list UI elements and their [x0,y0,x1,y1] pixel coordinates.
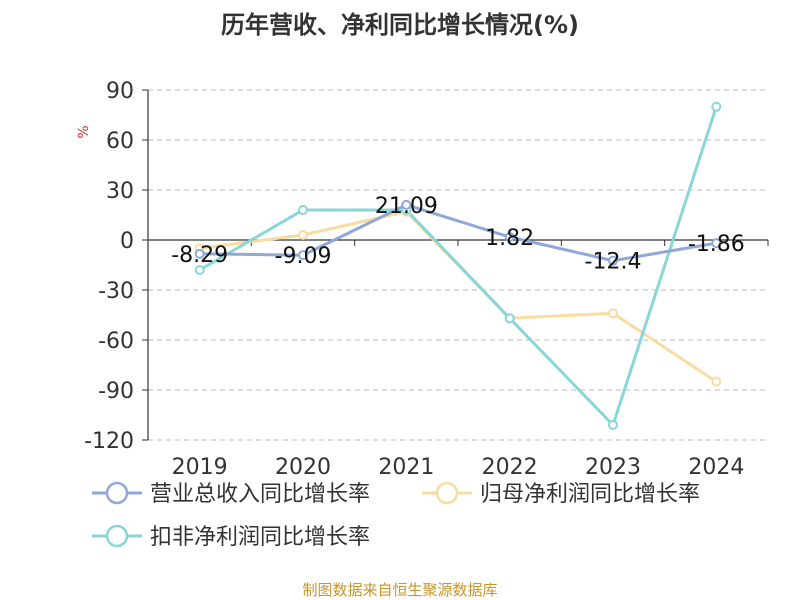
data-source-note: 制图数据来自恒生聚源数据库 [302,581,497,599]
series-line-1 [199,203,717,263]
y-tick-label: 0 [120,229,134,254]
x-tick-label: 2023 [585,455,641,480]
data-point [711,238,722,249]
data-point [401,199,412,210]
data-labels: -8.29 -9.09 21.09 1.82 -12.4 -1.86 [171,194,745,275]
y-axis-unit: % [76,125,92,138]
data-point [194,265,205,275]
data-point [504,313,515,324]
data-label: -1.86 [688,232,745,257]
data-point [298,205,308,215]
legend-item-3[interactable]: 扣非净利润同比增长率 [92,524,370,550]
data-point [298,230,308,240]
legend-label: 营业总收入同比增长率 [150,482,370,507]
x-tick-label: 2022 [482,455,538,480]
series-lines [198,106,718,427]
gridlines [148,89,768,441]
data-point [608,308,618,319]
data-point [711,101,722,112]
legend-circle-icon [105,524,129,548]
x-tick-label: 2024 [688,455,744,480]
data-point [711,376,722,387]
y-tick-label: -90 [98,379,134,404]
x-tick-label: 2021 [378,455,434,480]
chart-title: 历年营收、净利同比增长情况(%) [221,11,579,39]
y-tick-label: 90 [106,79,134,104]
x-tick-labels: 2019 2020 2021 2022 2023 2024 [172,455,745,480]
y-tick-label: -60 [98,329,134,354]
y-tick-label: -120 [84,429,134,454]
data-point [608,420,618,430]
y-tick-label: 60 [106,129,134,154]
series-line-2 [199,210,718,383]
legend-item-1[interactable]: 营业总收入同比增长率 [92,481,370,507]
data-points [194,101,722,430]
series-line-3 [198,106,718,427]
data-label: -12.4 [585,250,642,275]
data-point [608,255,618,266]
y-tick-label: 30 [106,179,134,204]
legend-label: 归母净利润同比增长率 [480,482,700,507]
legend-label: 扣非净利润同比增长率 [150,525,370,550]
data-point [504,231,515,242]
y-tick-label: -30 [98,279,134,304]
axes [142,89,769,441]
data-point [298,250,308,261]
legend-circle-icon [105,481,129,505]
data-point [194,248,205,259]
data-label: 1.82 [485,226,534,251]
data-label: -9.09 [275,244,332,269]
data-label: -8.29 [171,243,228,268]
x-tick-label: 2020 [275,455,331,480]
x-tick-label: 2019 [172,455,228,480]
legend-item-2[interactable]: 归母净利润同比增长率 [422,481,700,507]
y-tick-labels: 90 60 30 0 -30 -60 -90 -120 [84,79,134,454]
legend-circle-icon [435,481,459,505]
data-label: 21.09 [375,194,438,219]
